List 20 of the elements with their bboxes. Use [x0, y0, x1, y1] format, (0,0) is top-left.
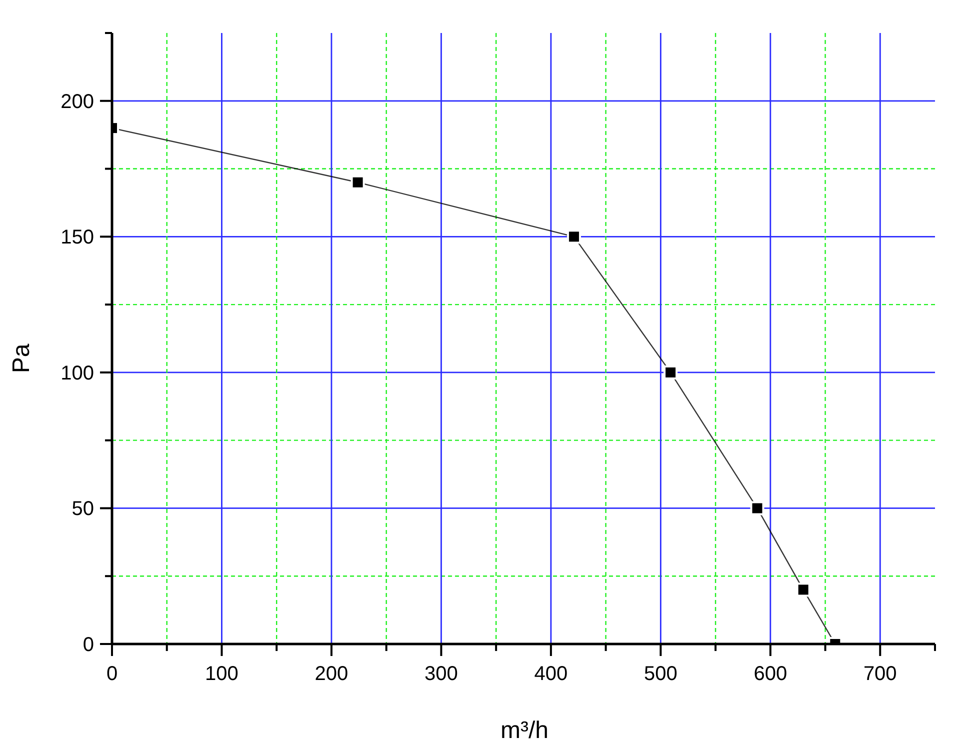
- point: [350, 175, 365, 190]
- point: [664, 365, 678, 380]
- y-tick-label: 0: [82, 634, 94, 656]
- x-tick-label: 600: [754, 663, 788, 685]
- y-tick-label: 200: [60, 90, 94, 113]
- x-tick-label: 700: [863, 663, 897, 685]
- y-tick-label: 150: [60, 226, 94, 249]
- point: [796, 582, 810, 597]
- x-tick-label: 100: [205, 663, 238, 685]
- y-tick-label: 100: [60, 362, 94, 384]
- x-tick-label: 200: [314, 663, 348, 685]
- y-tick-label: 50: [72, 498, 94, 520]
- x-tick-label: 400: [534, 663, 568, 685]
- x-tick-label: 0: [106, 663, 118, 685]
- point: [750, 501, 764, 516]
- x-axis-title: m³/h: [500, 717, 548, 744]
- point: [566, 230, 581, 244]
- y-axis-title: Pa: [8, 343, 35, 374]
- x-tick-label: 500: [644, 663, 678, 685]
- x-tick-label: 300: [424, 663, 458, 685]
